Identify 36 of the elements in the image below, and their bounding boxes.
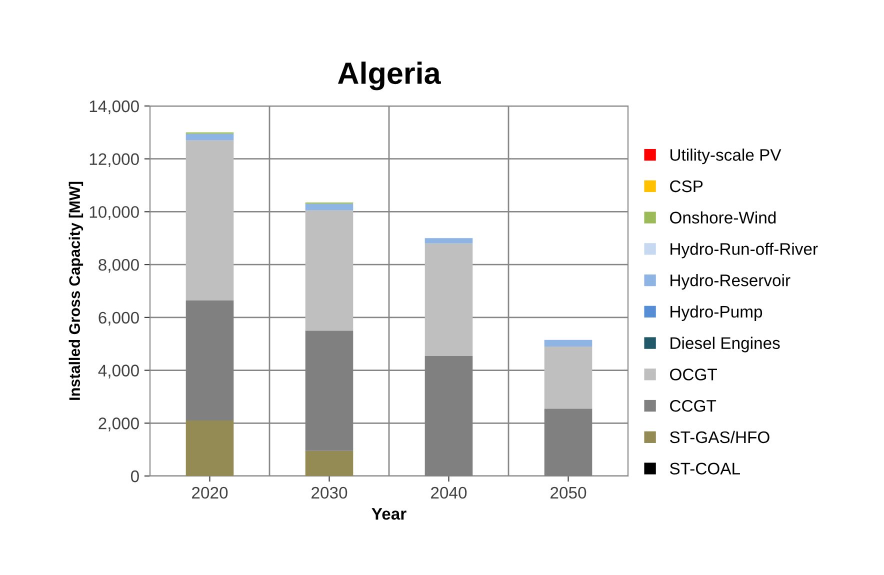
bar <box>424 238 473 244</box>
legend-label: Utility-scale PV <box>670 148 782 164</box>
legend-label: OCGT <box>670 368 717 380</box>
y-tick-label: 8,000 <box>98 258 139 273</box>
bar <box>186 420 234 476</box>
bar <box>424 243 473 356</box>
y-tick-label: 14,000 <box>90 100 139 114</box>
legend-label: Onshore-Wind <box>670 211 776 224</box>
y-tick-label: 0 <box>130 470 139 482</box>
legend-label: Diesel Engines <box>670 336 780 352</box>
legend-label: Hydro-Reservoir <box>670 274 790 290</box>
legend-label: CCGT <box>670 400 716 412</box>
y-tick-label: 6,000 <box>98 312 139 326</box>
y-tick-label: 2,000 <box>98 418 139 432</box>
y-tick-label: 12,000 <box>90 153 139 168</box>
bar <box>544 346 592 409</box>
bar <box>305 450 354 476</box>
y-tick-label: 4,000 <box>98 364 139 378</box>
y-axis-title: Installed Gross Capacity [MW] <box>68 182 84 400</box>
bar <box>544 340 592 346</box>
bar <box>305 210 354 331</box>
x-axis-title: Year <box>372 508 406 520</box>
x-tick-label: 2050 <box>550 486 586 499</box>
legend-label: ST-GAS/HFO <box>670 430 770 444</box>
legend-label: Hydro-Pump <box>670 305 762 321</box>
legend-label: ST-COAL <box>670 462 740 475</box>
legend-label: Hydro-Run-off-River <box>670 242 818 258</box>
y-tick-label: 10,000 <box>90 206 139 220</box>
x-tick-label: 2020 <box>192 486 228 499</box>
legend-label: CSP <box>670 180 703 192</box>
chart-title: Algeria <box>338 62 441 90</box>
x-tick-label: 2040 <box>431 486 467 499</box>
bar <box>186 140 234 300</box>
bar <box>305 204 354 210</box>
x-tick-label: 2030 <box>312 486 348 499</box>
bar <box>186 134 234 140</box>
